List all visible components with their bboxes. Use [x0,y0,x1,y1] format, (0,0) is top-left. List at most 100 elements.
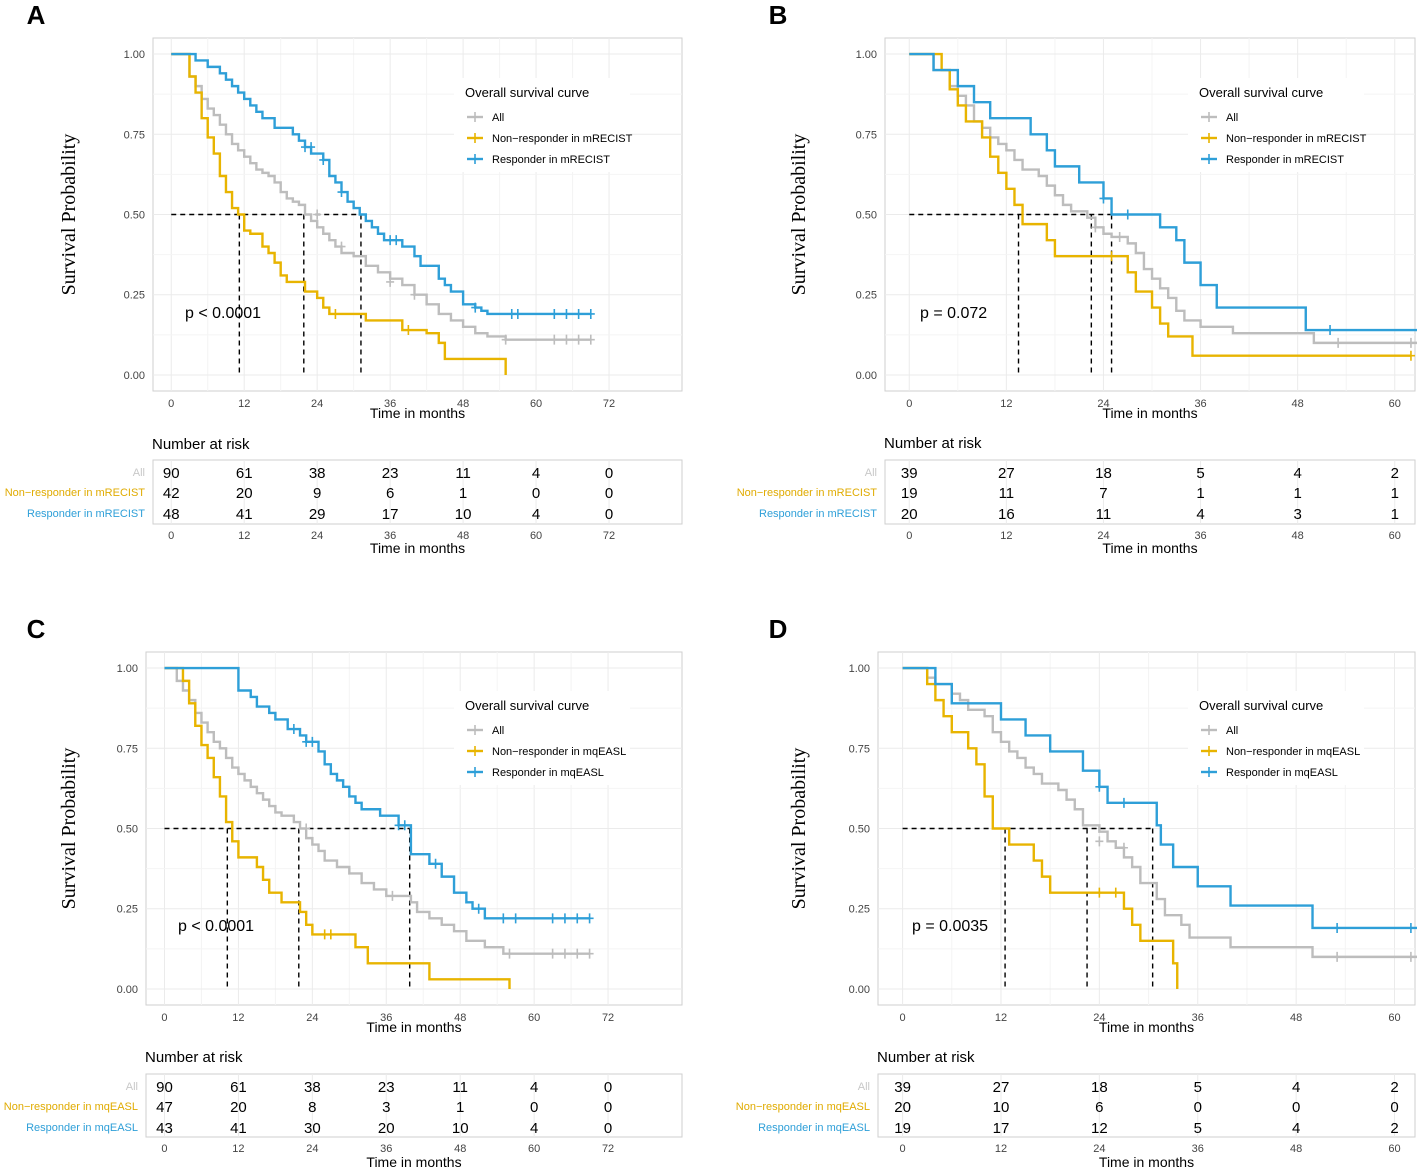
y-tick-label: 0.25 [849,904,870,916]
risk-table: Number at risk All 39 27 18 5 4 2 Non−responder … [737,435,1416,556]
y-axis-title: Survival Probability [788,134,810,296]
survival-curve-all [171,52,591,341]
x-axis-title: Time in months [370,405,465,421]
censor-mark [289,724,298,735]
censor-mark [1406,951,1415,962]
risk-cell: 90 [163,465,180,482]
risk-cell: 10 [455,506,472,523]
risk-cell: 2 [1390,1120,1398,1137]
legend-title: Overall survival curve [465,85,589,100]
risk-x-axis-title: Time in months [1099,1154,1194,1170]
legend-background [454,691,630,785]
x-tick-label: 48 [454,1012,466,1024]
censor-mark [474,903,483,914]
y-tick-label: 0.00 [124,370,145,382]
risk-cell: 4 [530,1120,538,1137]
x-tick-label: 24 [311,398,323,410]
x-tick-label: 12 [1000,398,1012,410]
y-tick-label: 0.75 [124,129,145,141]
risk-cell: 4 [530,1079,538,1096]
censor-mark [1334,337,1343,348]
x-tick-label: 60 [1389,398,1401,410]
x-axis-title: Time in months [1102,405,1197,421]
risk-cell: 39 [901,465,918,482]
censor-mark [560,913,569,924]
p-value: p = 0.072 [920,305,987,322]
y-tick-label: 0.25 [124,290,145,302]
risk-row-label: Responder in mRECIST [759,508,877,520]
risk-cell: 18 [1091,1079,1108,1096]
risk-cell: 4 [1292,1079,1300,1096]
panel-letter: C [27,614,46,644]
x-tick-label: 24 [306,1012,318,1024]
legend: Overall survival curve All Non−responder i… [454,78,633,172]
x-tick-label: 0 [906,398,912,410]
risk-table-area [877,1073,1416,1138]
censor-mark [313,209,322,220]
censor-mark [308,736,317,747]
censor-mark [562,308,571,319]
y-tick-label: 1.00 [856,49,877,61]
risk-cell: 27 [993,1079,1010,1096]
median-lines [164,827,411,989]
risk-x-tick-label: 48 [1290,1143,1302,1155]
risk-x-tick-label: 24 [306,1143,318,1155]
censor-mark [319,154,328,165]
censor-mark [511,913,520,924]
censor-mark [1095,887,1104,898]
risk-x-axis-title: Time in months [370,540,465,556]
panel-letter: A [27,0,46,30]
censor-mark [501,334,510,345]
y-tick-label: 1.00 [124,49,145,61]
x-tick-label: 48 [1292,398,1304,410]
risk-cell: 1 [1391,506,1399,523]
x-tick-label: 60 [1388,1012,1400,1024]
censor-mark [1107,251,1116,262]
censor-mark [337,187,346,198]
risk-cell: 38 [304,1079,321,1096]
censor-mark [586,334,595,345]
x-tick-label: 24 [1097,398,1109,410]
median-lines [902,827,1154,989]
risk-cell: 20 [230,1099,247,1116]
censor-mark [1115,231,1124,242]
censor-mark [560,948,569,959]
risk-table-area [152,459,683,525]
risk-cell: 17 [993,1120,1010,1137]
legend-label: Non−responder in mRECIST [492,133,633,145]
risk-x-tick-label: 72 [602,1143,614,1155]
censor-mark [1111,887,1120,898]
risk-cell: 18 [1095,465,1112,482]
risk-cell: 23 [382,465,399,482]
risk-cell: 0 [605,465,613,482]
y-tick-label: 1.00 [849,663,870,675]
legend-title: Overall survival curve [1199,85,1323,100]
survival-curve-responder [902,666,1417,930]
risk-x-tick-label: 24 [1097,530,1109,542]
risk-row-label: Responder in mRECIST [27,508,145,520]
risk-x-tick-label: 60 [1388,1143,1400,1155]
survival-curve-responder [171,52,591,316]
survival-curve-responder [164,666,590,920]
y-tick-label: 0.00 [117,984,138,996]
risk-cell: 1 [1293,485,1301,502]
risk-cell: 0 [1194,1099,1202,1116]
risk-table-title: Number at risk [152,436,250,453]
censor-mark [386,276,395,287]
censor-mark [562,334,571,345]
y-axis-title: Survival Probability [58,748,80,910]
censor-mark [471,302,480,313]
risk-x-tick-label: 0 [168,530,174,542]
risk-cell: 39 [894,1079,911,1096]
risk-cell: 90 [156,1079,173,1096]
legend-label: All [1226,725,1238,737]
risk-x-tick-label: 36 [384,530,396,542]
panel-letter: D [769,614,788,644]
y-tick-label: 0.75 [117,743,138,755]
x-tick-label: 36 [380,1012,392,1024]
risk-x-tick-label: 36 [1194,530,1206,542]
censor-mark [326,929,335,940]
risk-cell: 23 [378,1079,395,1096]
risk-x-tick-label: 48 [1292,530,1304,542]
